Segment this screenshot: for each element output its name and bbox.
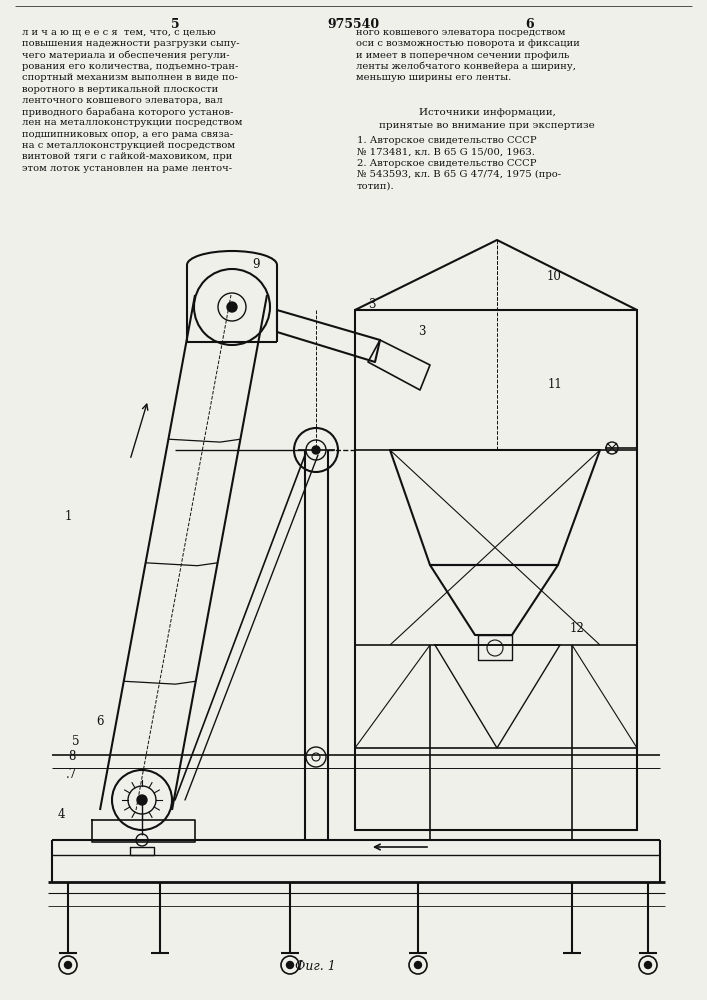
Text: № 543593, кл. В 65 G 47/74, 1975 (про-: № 543593, кл. В 65 G 47/74, 1975 (про-: [357, 170, 561, 179]
Text: винтовой тяги с гайкой-маховиком, при: винтовой тяги с гайкой-маховиком, при: [22, 152, 233, 161]
Text: оси с возможностью поворота и фиксации: оси с возможностью поворота и фиксации: [356, 39, 580, 48]
Text: и имеет в поперечном сечении профиль: и имеет в поперечном сечении профиль: [356, 51, 569, 60]
Circle shape: [312, 446, 320, 454]
Text: повышения надежности разгрузки сыпу-: повышения надежности разгрузки сыпу-: [22, 39, 240, 48]
Text: 6: 6: [96, 715, 103, 728]
Text: приводного барабана которого установ-: приводного барабана которого установ-: [22, 107, 233, 117]
Text: на с металлоконструкцией посредством: на с металлоконструкцией посредством: [22, 141, 235, 150]
Text: 3: 3: [368, 298, 375, 311]
Text: чего материала и обеспечения регули-: чего материала и обеспечения регули-: [22, 51, 230, 60]
Text: 12: 12: [570, 622, 585, 635]
Circle shape: [137, 795, 147, 805]
Text: ного ковшевого элеватора посредством: ного ковшевого элеватора посредством: [356, 28, 566, 37]
Circle shape: [414, 962, 421, 968]
Text: 3: 3: [418, 325, 426, 338]
Text: лен на металлоконструкции посредством: лен на металлоконструкции посредством: [22, 118, 243, 127]
Text: № 173481, кл. В 65 G 15/00, 1963.: № 173481, кл. В 65 G 15/00, 1963.: [357, 147, 535, 156]
Text: подшипниковых опор, а его рама связа-: подшипниковых опор, а его рама связа-: [22, 130, 233, 139]
Text: меньшую ширины его ленты.: меньшую ширины его ленты.: [356, 73, 511, 82]
Text: 11: 11: [548, 378, 563, 391]
Bar: [355, 310, 637, 830]
Text: Источники информации,: Источники информации,: [419, 108, 556, 117]
Text: 10: 10: [547, 270, 562, 283]
Circle shape: [645, 962, 651, 968]
Circle shape: [286, 962, 293, 968]
Text: ленточного ковшевого элеватора, вал: ленточного ковшевого элеватора, вал: [22, 96, 223, 105]
Text: 9: 9: [252, 258, 259, 271]
Text: 1: 1: [65, 510, 72, 523]
Text: 1. Авторское свидетельство СССР: 1. Авторское свидетельство СССР: [357, 136, 537, 145]
Text: воротного в вертикальной плоскости: воротного в вертикальной плоскости: [22, 85, 218, 94]
Text: спортный механизм выполнен в виде по-: спортный механизм выполнен в виде по-: [22, 73, 238, 82]
Text: 2. Авторское свидетельство СССР: 2. Авторское свидетельство СССР: [357, 159, 537, 168]
Text: ленты желобчатого конвейера а ширину,: ленты желобчатого конвейера а ширину,: [356, 62, 576, 71]
Text: принятые во внимание при экспертизе: принятые во внимание при экспертизе: [379, 121, 595, 130]
Text: тотип).: тотип).: [357, 182, 395, 191]
Text: этом лоток установлен на раме ленточ-: этом лоток установлен на раме ленточ-: [22, 164, 232, 173]
Text: рования его количества, подъемно-тран-: рования его количества, подъемно-тран-: [22, 62, 238, 71]
Text: .7: .7: [66, 768, 77, 781]
Text: 975540: 975540: [327, 18, 379, 31]
Text: 5: 5: [72, 735, 79, 748]
Circle shape: [227, 302, 237, 312]
Text: 8: 8: [68, 750, 76, 763]
Text: Фиг. 1: Фиг. 1: [295, 960, 335, 973]
Text: 4: 4: [58, 808, 66, 821]
Text: л и ч а ю щ е е с я  тем, что, с целью: л и ч а ю щ е е с я тем, что, с целью: [22, 28, 216, 37]
Text: 6: 6: [526, 18, 534, 31]
Circle shape: [64, 962, 71, 968]
Text: 5: 5: [170, 18, 180, 31]
